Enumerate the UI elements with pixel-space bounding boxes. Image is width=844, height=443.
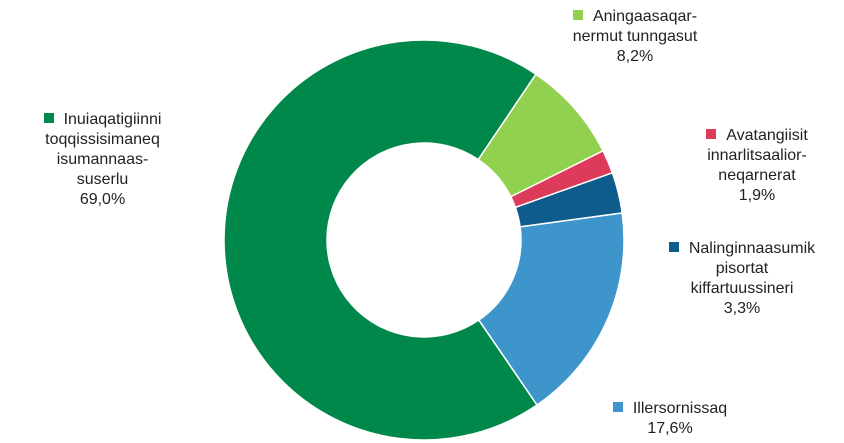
legend-swatch-public-services [668,242,679,252]
legend-swatch-economy [572,10,583,20]
legend-swatch-public-safety [43,113,54,123]
legend-swatch-environment [706,129,717,139]
slice-public-safety [223,39,539,441]
label-public-safety-line4: suserlu [76,171,129,188]
label-economy-line2: nermut tunngasut [572,28,698,45]
label-economy-value: 8,2% [616,48,654,65]
label-defense-value: 17,6% [647,420,693,437]
label-public-safety-line3: isumannaas- [56,151,149,168]
label-public-services: Nalinginnaasumik pisortat kiffartuussine… [642,239,842,319]
label-public-services-line2: pisortat [715,260,769,277]
label-environment-line1: Avatangiisit [726,127,808,144]
label-public-safety-line2: toqqissisimaneq [45,131,160,148]
label-environment: Avatangiisit innarlitsaalior- neqarnerat… [672,126,842,206]
label-economy: Aningaasaqar- nermut tunngasut 8,2% [520,7,750,67]
label-defense-line1: Illersornissaq [632,400,728,417]
label-economy-line1: Aningaasaqar- [592,8,698,25]
label-defense: Illersornissaq 17,6% [580,399,760,439]
label-public-safety: Inuiaqatigiinni toqqissisimaneq isumanna… [0,110,205,210]
label-environment-value: 1,9% [738,187,776,204]
label-public-safety-line1: Inuiaqatigiinni [63,111,162,128]
slice-defense [477,212,625,407]
label-public-services-line1: Nalinginnaasumik [688,240,816,257]
label-environment-line3: neqarnerat [718,167,796,184]
label-public-services-value: 3,3% [723,300,761,317]
label-environment-line2: innarlitsaalior- [707,147,807,164]
label-public-services-line3: kiffartuussineri [690,280,794,297]
label-public-safety-value: 69,0% [79,191,126,208]
legend-swatch-defense [612,402,623,412]
